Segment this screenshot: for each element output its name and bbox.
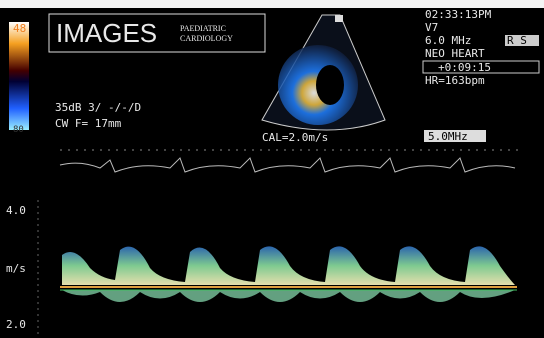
scale-top: 4.0	[6, 204, 26, 217]
chamber	[316, 65, 344, 105]
scale-bottom: 2.0	[6, 318, 26, 331]
doppler-frequency: 5.0MHz	[428, 130, 468, 143]
title: IMAGES	[56, 18, 157, 48]
gain: 35dB 3/ -/-/D	[55, 101, 141, 114]
preset: NEO HEART	[425, 47, 485, 60]
elapsed: +0:09:15	[438, 61, 491, 74]
probe: V7	[425, 21, 438, 34]
focus: CW F= 17mm	[55, 117, 122, 130]
colorbar-top: 48	[13, 22, 26, 35]
logo-line: PAEDIATRIC	[180, 24, 226, 33]
colorbar-bottom: 80	[13, 125, 24, 135]
top-strip	[0, 0, 544, 8]
frequency: 6.0 MHz	[425, 34, 471, 47]
ultrasound-screen: 48 80 IMAGES PAEDIATRIC CARDIOLOGY CAL=2…	[0, 0, 544, 338]
calibration: CAL=2.0m/s	[262, 131, 328, 144]
scale-unit: m/s	[6, 262, 26, 275]
logo-line: CARDIOLOGY	[180, 34, 233, 43]
mode: R S	[507, 34, 527, 47]
heart-rate: HR=163bpm	[425, 74, 485, 87]
color-bar	[9, 22, 29, 130]
marker	[335, 15, 343, 22]
page: 48 80 IMAGES PAEDIATRIC CARDIOLOGY CAL=2…	[0, 0, 544, 338]
time: 02:33:13PM	[425, 8, 492, 21]
